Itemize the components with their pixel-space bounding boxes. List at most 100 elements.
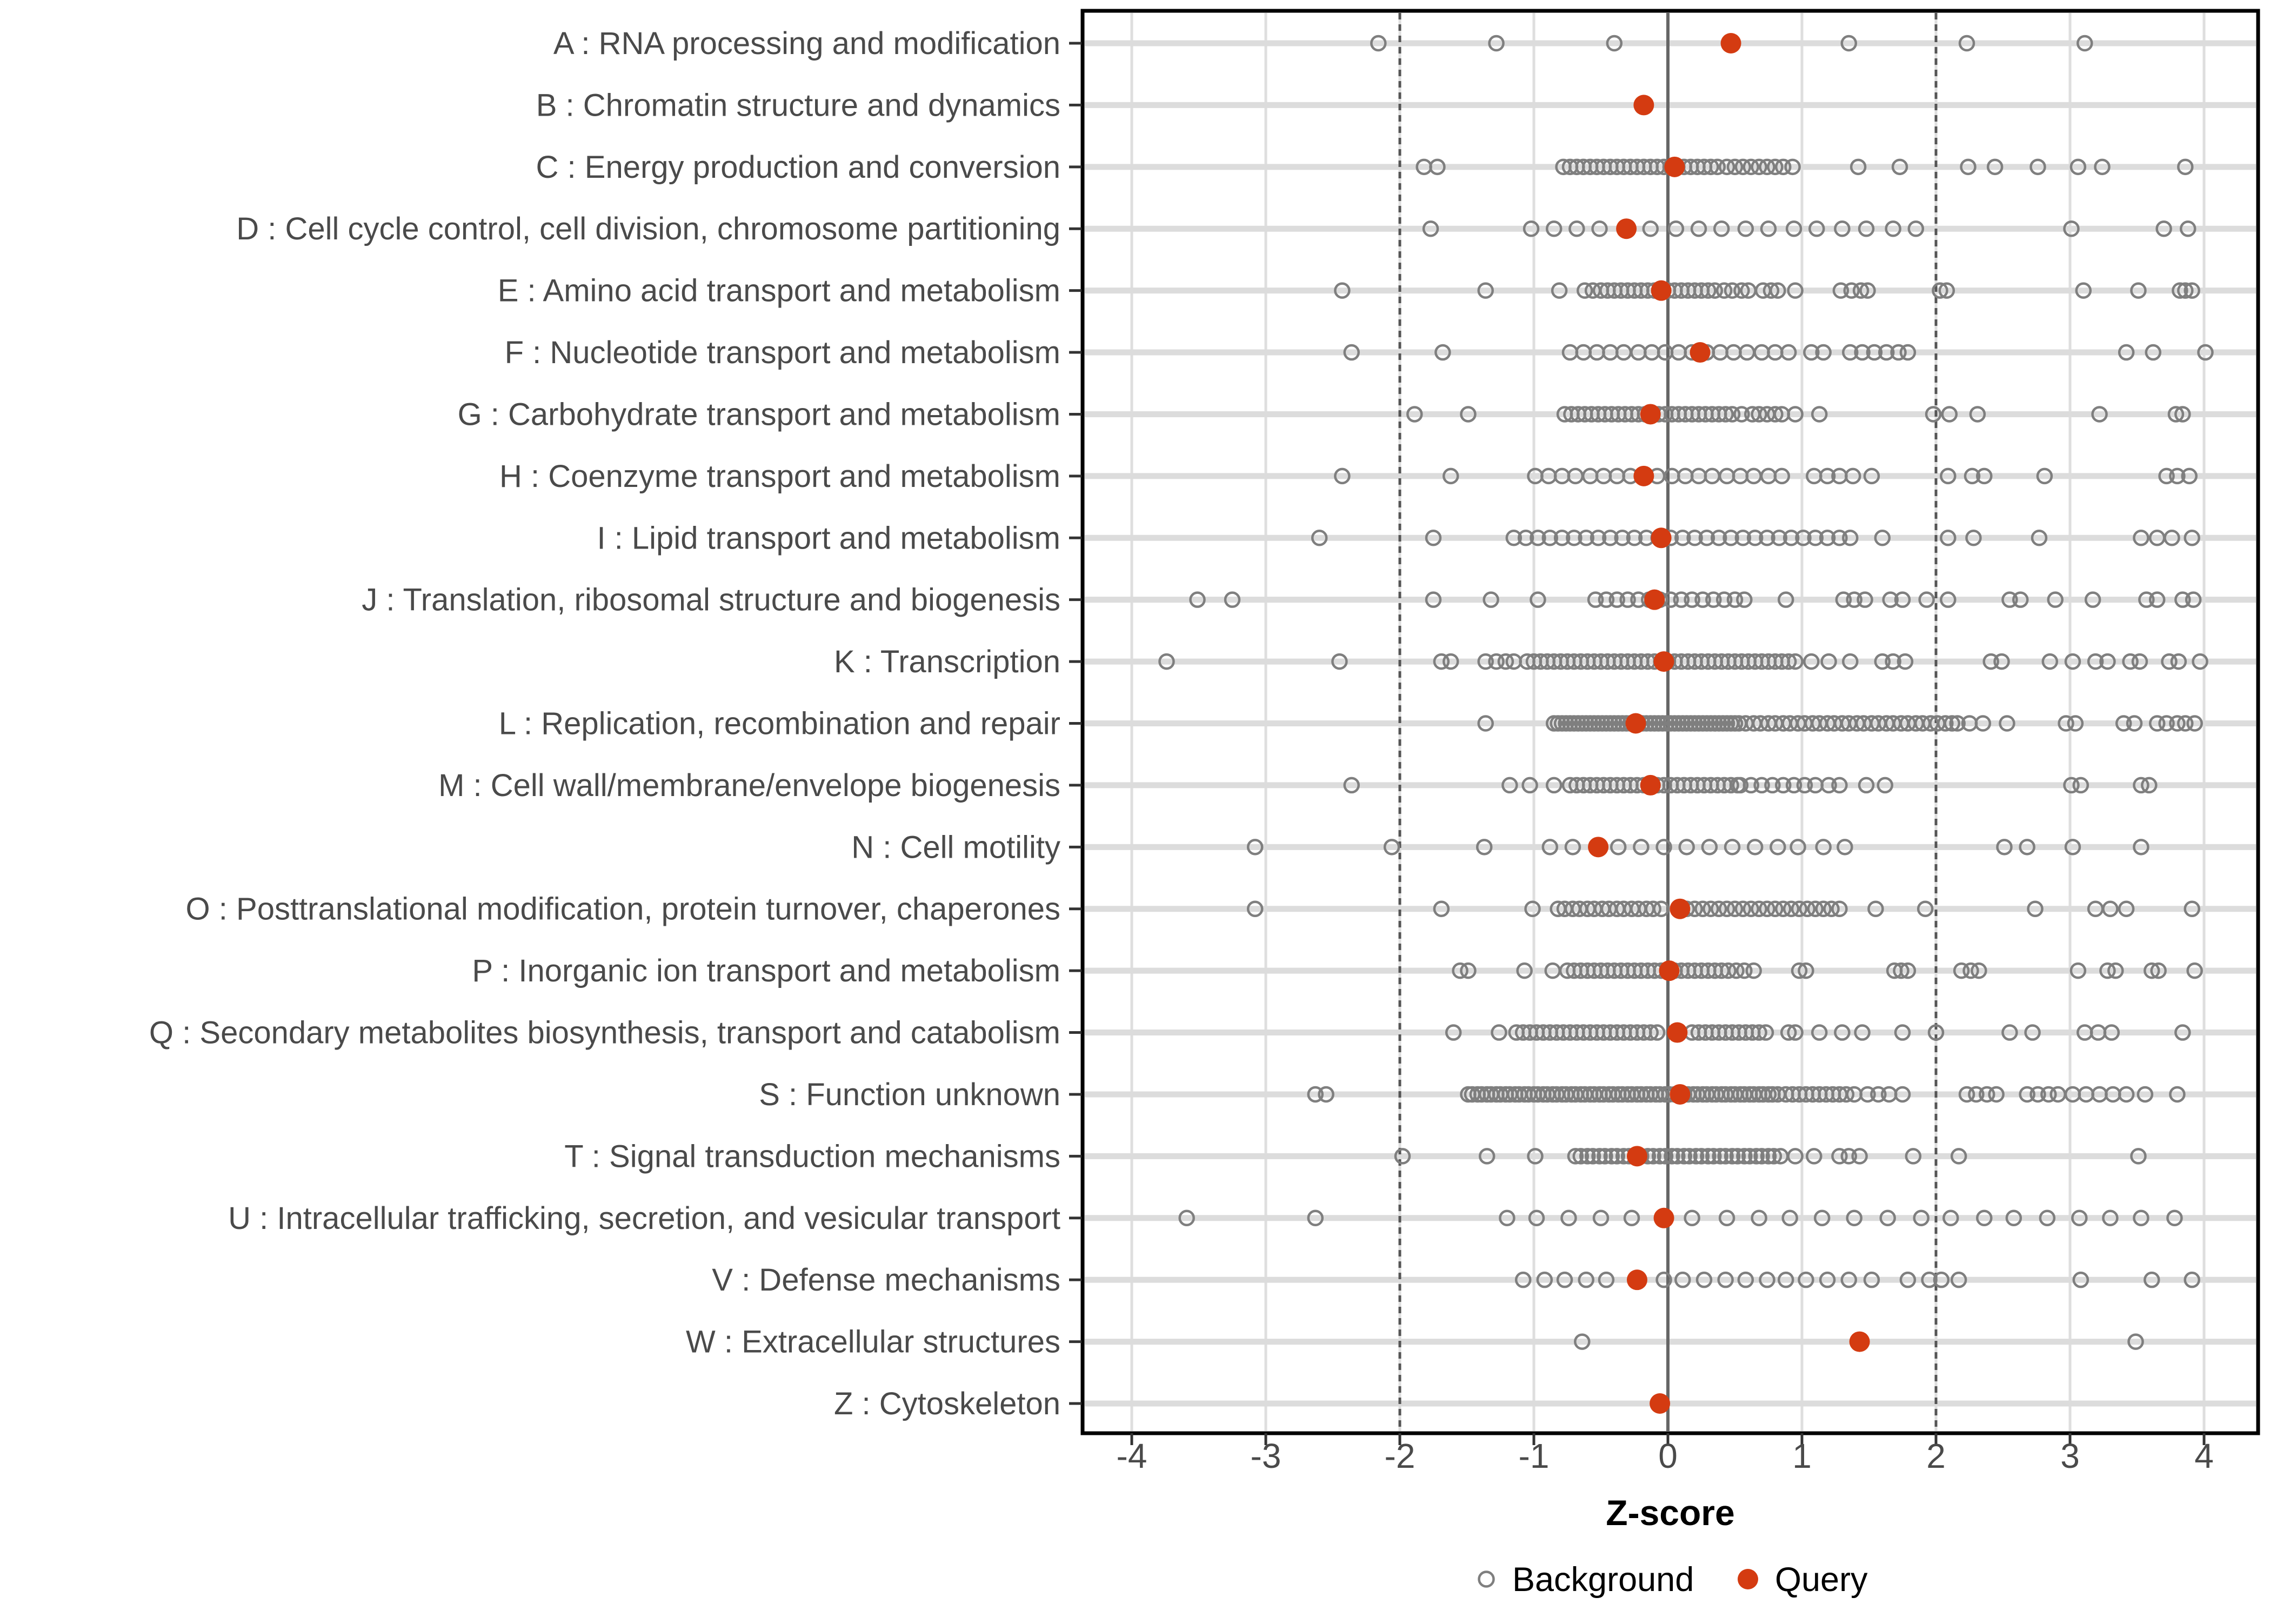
background-point [1705, 1148, 1722, 1165]
background-point [1753, 1148, 1770, 1165]
background-point [1927, 1024, 1945, 1041]
background-point [1775, 900, 1792, 917]
background-point [1246, 839, 1264, 856]
background-point [1477, 282, 1494, 299]
query-point-I [1651, 527, 1672, 549]
x-tick-label-4: 4 [2194, 1436, 2214, 1475]
background-point [2144, 962, 2160, 979]
background-point [2133, 777, 2149, 794]
background-point [2181, 467, 2198, 485]
background-point [1566, 530, 1583, 546]
background-point [1899, 1271, 1917, 1288]
background-point [1837, 839, 1853, 856]
background-point [1844, 467, 1861, 485]
background-point [1831, 900, 1848, 917]
background-point [1674, 530, 1691, 546]
background-point [2138, 591, 2155, 608]
background-point [1894, 1024, 1911, 1041]
background-point [1885, 653, 1901, 670]
background-point [1729, 1148, 1746, 1165]
background-point [1717, 406, 1734, 423]
legend-query-swatch-icon [1738, 1569, 1758, 1589]
background-point [2039, 1209, 2056, 1227]
background-point [1434, 344, 1451, 361]
background-point [1803, 344, 1820, 361]
background-point [2102, 900, 2119, 917]
background-point [2161, 653, 2178, 670]
background-point [2072, 777, 2089, 794]
background-point [1429, 158, 1446, 176]
background-point [1942, 1209, 1959, 1227]
background-point [1944, 715, 1961, 732]
background-point [1835, 591, 1852, 608]
background-point [1819, 1271, 1836, 1288]
y-axis-label-J: J : Translation, ribosomal structure and… [362, 583, 1060, 618]
background-point [1334, 282, 1351, 299]
background-point [1899, 962, 1917, 979]
background-point [1675, 1148, 1693, 1165]
background-point [2197, 344, 2214, 361]
background-point [1736, 962, 1753, 979]
background-point [1514, 1271, 1532, 1288]
background-point [2192, 653, 2208, 670]
background-point [1505, 530, 1523, 546]
background-point [2118, 900, 2135, 917]
background-point [1702, 158, 1719, 176]
y-axis-label-K: K : Transcription [834, 644, 1060, 679]
background-point [1753, 777, 1770, 794]
background-point [2031, 530, 2048, 546]
background-point [2027, 900, 2044, 917]
background-point [1425, 530, 1442, 546]
background-point [2047, 591, 2064, 608]
background-point [1748, 1148, 1765, 1165]
background-point [1960, 158, 1977, 176]
background-point [1334, 467, 1351, 485]
background-point [1819, 467, 1836, 485]
background-point [1762, 282, 1780, 299]
background-point [1425, 591, 1442, 608]
background-point [1832, 282, 1850, 299]
background-point [1808, 220, 1825, 237]
y-axis-label-P: P : Inorganic ion transport and metaboli… [472, 953, 1060, 988]
query-point-K [1653, 651, 1674, 672]
background-point [1831, 777, 1848, 794]
background-point [1907, 220, 1925, 237]
x-tick-label-0: 0 [1658, 1436, 1678, 1475]
background-point [1949, 715, 1966, 732]
background-point [1651, 1148, 1668, 1165]
background-point [1678, 839, 1695, 856]
background-point [2174, 1024, 2191, 1041]
background-point [1958, 35, 1975, 52]
background-point [1690, 220, 1707, 237]
background-point [1859, 1086, 1876, 1103]
background-point [2019, 839, 2035, 856]
background-point [2069, 158, 2087, 176]
background-point [1488, 35, 1505, 52]
y-axis-label-W: W : Extracellular structures [686, 1325, 1060, 1360]
background-point [1767, 406, 1784, 423]
background-point [1623, 1209, 1640, 1227]
background-point [1331, 653, 1348, 670]
background-point [2102, 1209, 2119, 1227]
background-point [1787, 406, 1804, 423]
background-point [2040, 1086, 2057, 1103]
background-point [1874, 530, 1891, 546]
background-point [1780, 653, 1797, 670]
background-point [1246, 900, 1264, 917]
background-point [1516, 962, 1533, 979]
background-point [1745, 962, 1762, 979]
background-point [1734, 530, 1752, 546]
background-point [2130, 1148, 2147, 1165]
background-point [1760, 1148, 1777, 1165]
background-point [1642, 220, 1659, 237]
background-point [1717, 1271, 1734, 1288]
background-point [1742, 158, 1760, 176]
background-point [1370, 35, 1387, 52]
background-point [1545, 220, 1563, 237]
query-point-U [1653, 1207, 1674, 1228]
background-point [2077, 35, 2093, 52]
background-point [1553, 530, 1571, 546]
background-point [1655, 1271, 1672, 1288]
background-point [1710, 530, 1727, 546]
background-point [1767, 900, 1784, 917]
